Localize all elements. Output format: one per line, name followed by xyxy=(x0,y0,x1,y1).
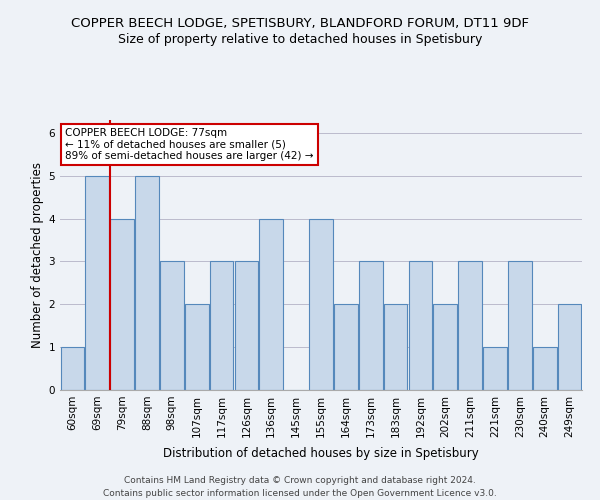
Bar xyxy=(85,176,109,390)
Y-axis label: Number of detached properties: Number of detached properties xyxy=(31,162,44,348)
Bar xyxy=(334,304,358,390)
Bar xyxy=(110,218,134,390)
Bar xyxy=(458,262,482,390)
Bar xyxy=(259,218,283,390)
Bar xyxy=(309,218,333,390)
Text: Size of property relative to detached houses in Spetisbury: Size of property relative to detached ho… xyxy=(118,32,482,46)
Bar xyxy=(359,262,383,390)
Bar xyxy=(533,347,557,390)
Bar xyxy=(210,262,233,390)
Text: Distribution of detached houses by size in Spetisbury: Distribution of detached houses by size … xyxy=(163,448,479,460)
Bar xyxy=(433,304,457,390)
Text: COPPER BEECH LODGE: 77sqm
← 11% of detached houses are smaller (5)
89% of semi-d: COPPER BEECH LODGE: 77sqm ← 11% of detac… xyxy=(65,128,314,162)
Bar xyxy=(508,262,532,390)
Text: Contains HM Land Registry data © Crown copyright and database right 2024.
Contai: Contains HM Land Registry data © Crown c… xyxy=(103,476,497,498)
Bar xyxy=(235,262,258,390)
Bar xyxy=(135,176,159,390)
Bar xyxy=(61,347,84,390)
Text: COPPER BEECH LODGE, SPETISBURY, BLANDFORD FORUM, DT11 9DF: COPPER BEECH LODGE, SPETISBURY, BLANDFOR… xyxy=(71,18,529,30)
Bar xyxy=(483,347,507,390)
Bar xyxy=(558,304,581,390)
Bar xyxy=(185,304,209,390)
Bar xyxy=(409,262,432,390)
Bar xyxy=(384,304,407,390)
Bar xyxy=(160,262,184,390)
